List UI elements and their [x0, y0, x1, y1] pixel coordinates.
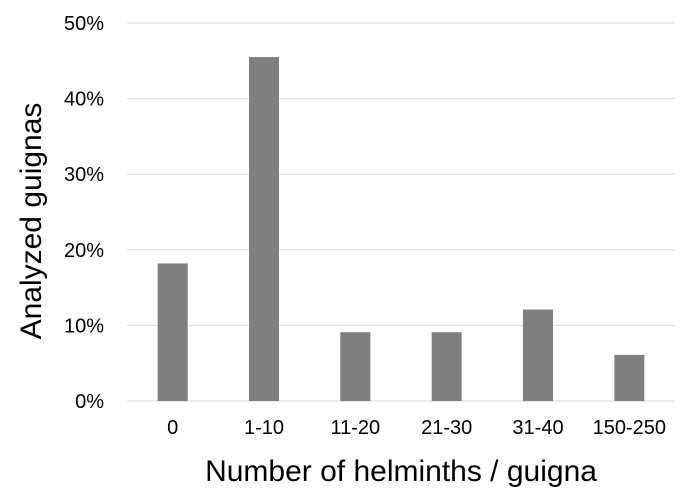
x-tick-label: 31-40 [512, 417, 563, 439]
bar [340, 332, 371, 401]
y-axis-label: Analyzed guignas [15, 103, 48, 340]
x-axis-label: Number of helminths / guigna [205, 455, 597, 487]
x-tick-labels: 0 1-10 11-20 21-30 31-40 150-250 [167, 417, 666, 439]
y-tick-label: 20% [64, 240, 104, 262]
bar [431, 332, 462, 401]
y-tick-label: 40% [64, 89, 104, 111]
y-tick-label: 30% [64, 164, 104, 186]
x-tick-label: 11-20 [330, 417, 380, 439]
bar [157, 263, 188, 401]
x-tick-label: 21-30 [421, 417, 472, 439]
x-tick-label: 150-250 [593, 417, 666, 439]
bars [157, 57, 645, 402]
y-tick-labels: 0% 10% 20% 30% 40% 50% [64, 13, 104, 413]
y-tick-label: 10% [64, 315, 104, 337]
bar [614, 354, 645, 401]
bar [523, 309, 553, 401]
bar [249, 57, 279, 402]
y-tick-label: 50% [64, 13, 104, 35]
x-tick-label: 0 [167, 417, 178, 439]
gridlines [127, 22, 675, 402]
y-tick-label: 0% [75, 391, 104, 413]
x-tick-label: 1-10 [244, 417, 284, 439]
